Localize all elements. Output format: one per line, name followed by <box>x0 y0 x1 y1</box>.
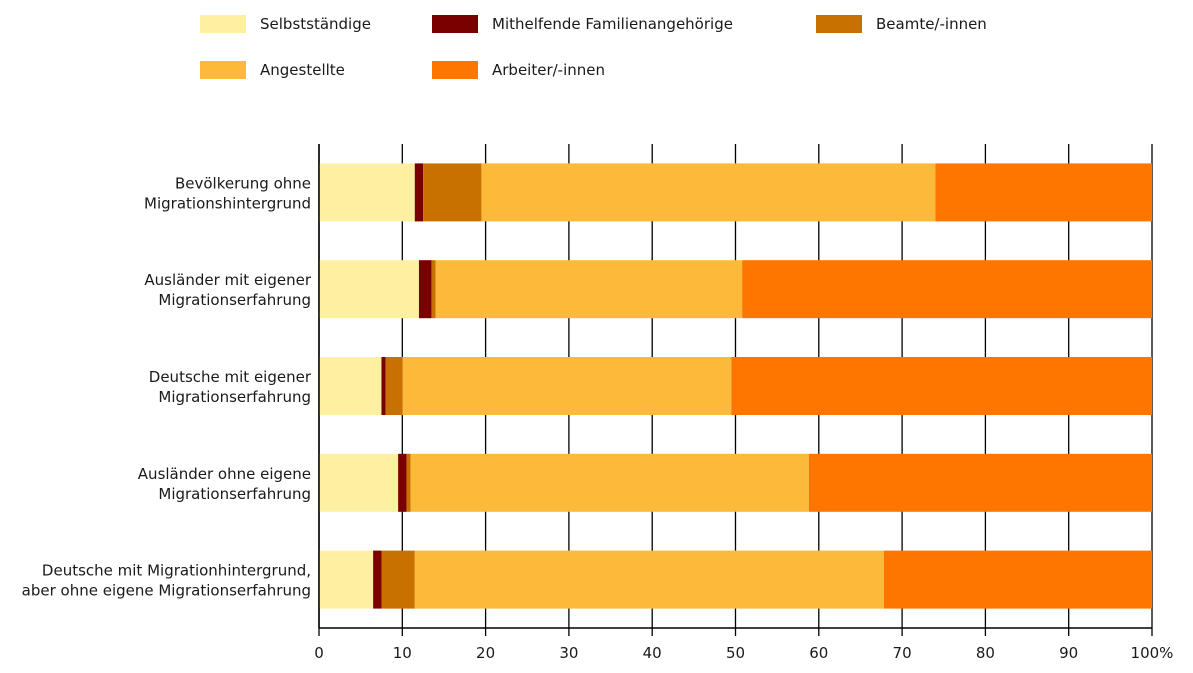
legend-label: Mithelfende Familienangehörige <box>492 15 733 33</box>
x-tick-label: 20 <box>476 644 495 662</box>
x-tick-label: 0 <box>314 644 324 662</box>
legend-item: Mithelfende Familienangehörige <box>432 14 733 34</box>
x-tick-label: 50 <box>726 644 745 662</box>
legend-swatch <box>816 15 862 33</box>
legend-label: Angestellte <box>260 61 345 79</box>
legend-label: Arbeiter/-innen <box>492 61 606 79</box>
category-label: Ausländer ohne eigene Migrationserfahrung <box>138 465 311 503</box>
bar-segment <box>808 453 1152 512</box>
x-tick-label: 70 <box>893 644 912 662</box>
bar-segment <box>402 357 732 415</box>
x-tick-label: 40 <box>643 644 662 662</box>
legend-swatch <box>432 61 478 79</box>
bar-segment <box>742 260 1152 319</box>
legend-swatch <box>200 61 246 79</box>
x-tick-label: 100% <box>1131 644 1174 662</box>
bar-segment <box>398 453 407 512</box>
bar-segment <box>319 163 415 222</box>
bar-segment <box>381 550 415 609</box>
x-tick-label: 80 <box>976 644 995 662</box>
chart-legend: Selbstständige Mithelfende Familienangehö… <box>200 10 1100 90</box>
bar-segment <box>373 550 382 609</box>
bar-segment <box>431 260 436 319</box>
legend-item: Angestellte <box>200 60 345 80</box>
bar-segment <box>731 357 1152 415</box>
category-label: Deutsche mit eigener Migrationserfahrung <box>149 368 312 406</box>
category-label: Deutsche mit Migrationhintergrund, aber o… <box>22 562 311 600</box>
bar-segment <box>435 260 743 319</box>
bar-segment <box>883 550 1152 609</box>
bar-segment <box>410 453 809 512</box>
bar-segment <box>319 453 399 512</box>
x-tick-label: 60 <box>809 644 828 662</box>
legend-item: Selbstständige <box>200 14 371 34</box>
bar-segment <box>319 550 374 609</box>
legend-swatch <box>432 15 478 33</box>
legend-label: Beamte/-innen <box>876 15 987 33</box>
category-label: Bevölkerung ohne Migrationshintergrund <box>144 174 311 212</box>
x-tick-label: 10 <box>393 644 412 662</box>
x-tick-label: 90 <box>1059 644 1078 662</box>
legend-swatch <box>200 15 246 33</box>
x-tick-label: 30 <box>559 644 578 662</box>
bar-segment <box>414 550 884 609</box>
bar-segment <box>381 357 386 415</box>
bar-segment <box>935 163 1152 222</box>
bar-segment <box>481 163 936 222</box>
legend-item: Beamte/-innen <box>816 14 987 34</box>
bar-segment <box>406 453 411 512</box>
bar-segment <box>418 260 432 319</box>
legend-item: Arbeiter/-innen <box>432 60 605 80</box>
bar-segment <box>414 163 424 222</box>
bar-segment <box>319 260 419 319</box>
bar-segment <box>319 357 382 415</box>
bar-segment <box>423 163 482 222</box>
category-label: Ausländer mit eigener Migrationserfahrung <box>144 271 311 309</box>
legend-label: Selbstständige <box>260 15 371 33</box>
bar-segment <box>385 357 403 415</box>
